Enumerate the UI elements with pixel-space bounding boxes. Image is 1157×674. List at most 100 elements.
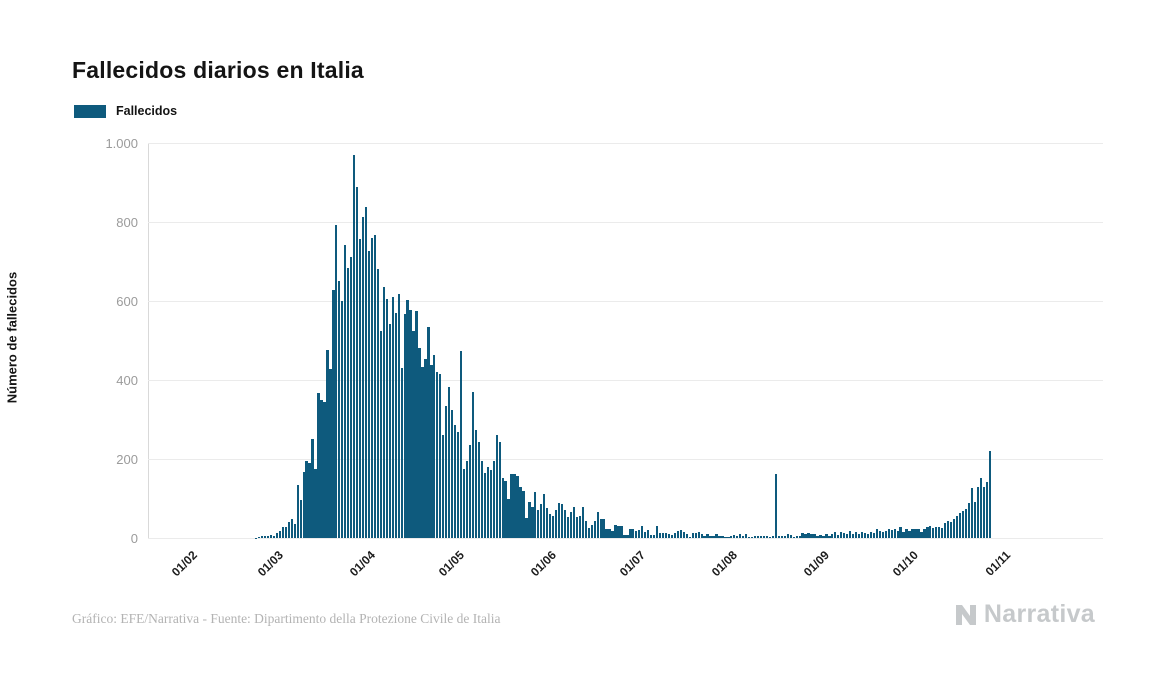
- bar-day-183: [798, 536, 801, 538]
- bar-day-18: [308, 463, 311, 538]
- bar-day-95: [537, 510, 540, 538]
- bar-day-197: [840, 532, 843, 538]
- bar-day-112: [587, 527, 590, 538]
- bar-day-206: [866, 533, 870, 538]
- bar-day-141: [673, 532, 677, 538]
- bar-day-148: [694, 532, 697, 538]
- x-tick-label: 01/03: [254, 548, 286, 580]
- bar-day-15: [299, 499, 302, 538]
- bar-day-181: [792, 536, 795, 538]
- bar-day-58: [427, 327, 430, 538]
- bar-day-191: [822, 535, 825, 538]
- bar-day-47: [394, 312, 397, 538]
- bar-day-96: [540, 503, 543, 538]
- bar-day-21: [317, 392, 320, 538]
- bar-day-27: [335, 224, 338, 538]
- y-tick-label: 0: [130, 531, 138, 546]
- gridline-y-800: [148, 222, 1103, 223]
- bar-day-242: [973, 502, 977, 538]
- bar-day-129: [638, 529, 641, 538]
- bar-day-16: [302, 471, 305, 538]
- bar-day-52: [409, 309, 412, 538]
- bar-day-162: [736, 536, 739, 538]
- bar-day-168: [753, 535, 757, 538]
- gridline-y-200: [148, 459, 1103, 460]
- bar-day-198: [843, 533, 846, 538]
- bar-day-2: [260, 536, 264, 538]
- bar-day-234: [949, 521, 953, 538]
- bar-day-230: [938, 527, 941, 538]
- bar-day-65: [448, 387, 451, 538]
- bar-day-226: [926, 526, 929, 538]
- bar-day-221: [911, 528, 914, 538]
- y-tick-label: 600: [116, 294, 138, 309]
- bar-day-192: [825, 534, 828, 538]
- page-title: Fallecidos diarios en Italia: [72, 57, 364, 84]
- bar-day-22: [320, 400, 323, 538]
- bar-day-215: [893, 528, 896, 538]
- chart-legend: Fallecidos: [74, 104, 177, 118]
- bar-day-71: [465, 460, 469, 538]
- bar-day-122: [617, 526, 620, 538]
- bar-day-165: [745, 534, 748, 538]
- bar-day-182: [795, 536, 798, 538]
- bar-day-189: [816, 536, 819, 538]
- bar-day-133: [650, 534, 653, 538]
- bar-day-5: [269, 534, 273, 538]
- bar-day-154: [712, 536, 715, 538]
- bar-day-23: [323, 401, 326, 538]
- bar-day-120: [611, 530, 614, 538]
- bar-day-20: [314, 468, 317, 538]
- bar-day-92: [528, 501, 531, 538]
- bar-day-24: [326, 350, 329, 538]
- bar-day-12: [290, 518, 293, 538]
- bar-day-33: [353, 155, 356, 538]
- bar-day-6: [272, 536, 276, 538]
- bar-day-102: [557, 503, 561, 538]
- bar-day-217: [899, 526, 902, 538]
- gridline-y-0: [148, 538, 1103, 539]
- bar-day-64: [445, 406, 448, 538]
- bar-day-194: [831, 534, 834, 538]
- bar-day-231: [941, 527, 944, 538]
- bar-day-143: [679, 530, 682, 538]
- bar-day-55: [418, 347, 421, 538]
- bar-day-199: [846, 534, 849, 538]
- bar-day-245: [982, 487, 985, 538]
- bar-day-44: [385, 299, 388, 538]
- bar-day-229: [935, 526, 938, 538]
- y-tick-label: 800: [116, 215, 138, 230]
- bar-day-184: [801, 532, 804, 538]
- x-tick-label: 01/06: [527, 548, 559, 580]
- bar-day-94: [534, 491, 537, 538]
- bar-day-115: [596, 511, 599, 538]
- bar-day-210: [878, 531, 881, 538]
- bar-day-99: [549, 514, 552, 538]
- bar-day-8: [278, 530, 282, 538]
- bar-day-202: [854, 531, 858, 538]
- plot-area: 0 200 400 600 800 1.000 01/02 01/03 01/04 01/05 01…: [105, 136, 1103, 579]
- bar-day-35: [358, 239, 362, 538]
- x-tick-label: 01/09: [801, 548, 833, 580]
- bar-day-88: [516, 476, 519, 538]
- bar-day-86: [510, 474, 513, 538]
- bar-day-36: [361, 217, 365, 538]
- bar-day-127: [632, 528, 635, 538]
- x-tick-label: 01/11: [982, 548, 1014, 579]
- bar-day-164: [742, 535, 745, 538]
- bar-day-241: [970, 487, 974, 538]
- bar-day-100: [552, 516, 555, 538]
- bar-day-223: [917, 528, 920, 538]
- legend-swatch-fallecidos: [74, 104, 106, 118]
- bar-day-43: [382, 286, 385, 538]
- bar-day-60: [433, 354, 436, 538]
- bar-day-97: [543, 494, 546, 538]
- bar-day-151: [703, 535, 706, 538]
- bar-day-76: [480, 461, 484, 538]
- bar-day-45: [388, 323, 391, 538]
- bar-day-169: [756, 536, 760, 538]
- bar-day-49: [400, 367, 403, 538]
- bar-day-66: [451, 410, 454, 538]
- bar-day-90: [522, 491, 525, 538]
